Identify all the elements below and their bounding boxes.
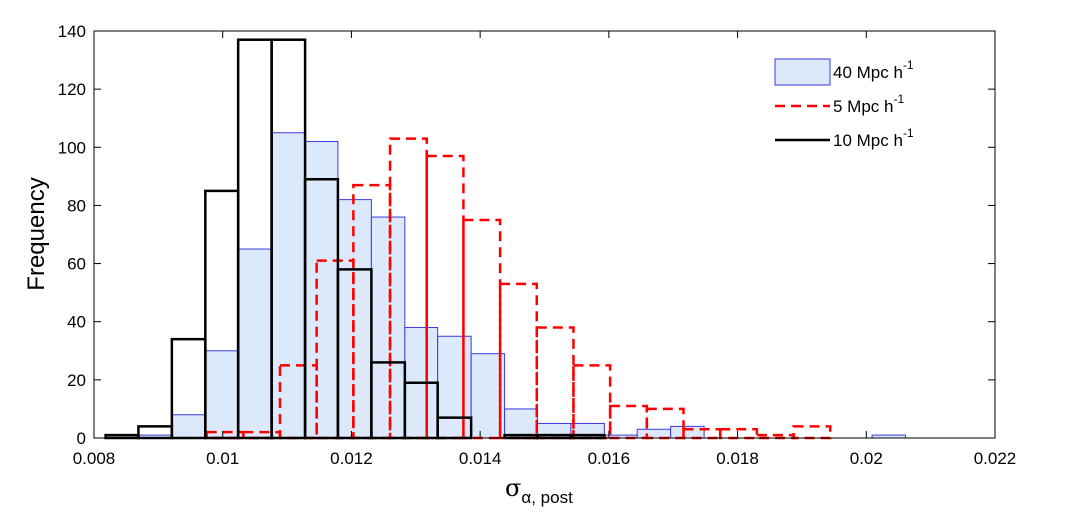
legend-label-2: 5 Mpc h-1: [833, 92, 904, 116]
series-1-bar-6: [271, 132, 306, 439]
legend-label-2-superscript: -1: [893, 92, 904, 106]
series-1-bar-13: [504, 408, 538, 439]
y-tick-label-7: 120: [58, 80, 86, 99]
series-2-bar-11: [572, 364, 612, 440]
series-2-bar-15: [718, 428, 759, 440]
legend-label-3-text: 10 Mpc h: [833, 131, 903, 150]
series-1-bar-7: [304, 140, 339, 439]
legend-label-1: 40 Mpc h-1: [833, 58, 914, 82]
x-tick-label-6: 0.018: [716, 449, 759, 468]
x-tick-label-3: 0.012: [330, 449, 373, 468]
x-tick-label-7: 0.02: [850, 449, 883, 468]
y-tick-label-2: 20: [67, 371, 86, 390]
series-2-bar-10: [535, 326, 575, 440]
y-tick-label-3: 40: [67, 313, 86, 332]
plot-frame: [93, 30, 996, 439]
legend-label-1-superscript: -1: [903, 58, 914, 72]
y-tick-label-8: 140: [58, 22, 86, 41]
y-axis-label: Frequency: [23, 177, 50, 290]
y-tick-labels: 0 20 40 60 80 100 120 140: [58, 22, 86, 448]
y-tick-label-4: 60: [67, 255, 86, 274]
legend-label-3-superscript: -1: [903, 126, 914, 140]
y-tick-label-1: 0: [77, 429, 86, 448]
series-1-bar-8: [337, 199, 372, 439]
legend-label-1-text: 40 Mpc h: [833, 63, 903, 82]
series-2-bar-17: [792, 425, 832, 440]
legend-swatch-1: [774, 58, 831, 86]
series-1-bar-11: [437, 335, 472, 439]
series-1-bar-3: [171, 414, 206, 439]
x-tick-label-1: 0.008: [73, 449, 116, 468]
series-1-bar-17: [636, 428, 672, 439]
legend-label-2-text: 5 Mpc h: [833, 97, 893, 116]
legend-label-3: 10 Mpc h-1: [833, 126, 914, 150]
x-tick-label-2: 0.01: [206, 449, 239, 468]
legend: 40 Mpc h-15 Mpc h-110 Mpc h-1: [774, 58, 914, 150]
x-tick-label-8: 0.022: [974, 449, 1017, 468]
y-tick-label-5: 80: [67, 196, 86, 215]
filled-histogram-layer: [105, 132, 907, 439]
axis-ticks: [93, 30, 996, 439]
x-tick-labels: 0.008 0.01 0.012 0.014 0.016 0.018 0.02 0.022: [73, 449, 1017, 468]
series-1-bar-4: [204, 350, 239, 439]
series-2-bar-3: [278, 364, 318, 440]
x-tick-label-5: 0.016: [588, 449, 631, 468]
y-tick-label-6: 100: [58, 138, 86, 157]
series-1-bar-5: [237, 248, 273, 439]
x-axis-label: σα, post: [505, 474, 573, 507]
x-tick-label-4: 0.014: [459, 449, 502, 468]
series-1-bar-9: [370, 216, 406, 439]
x-axis-label-symbol: σ: [505, 474, 521, 502]
x-axis-label-subscript: α, post: [521, 488, 573, 507]
